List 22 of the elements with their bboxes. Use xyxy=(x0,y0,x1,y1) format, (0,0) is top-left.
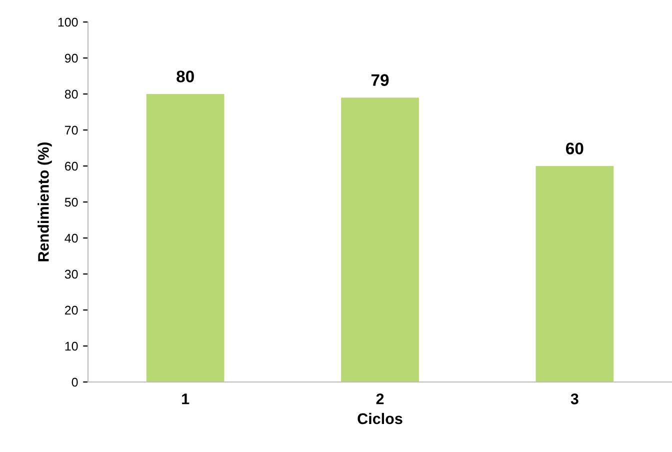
y-tick-label: 20 xyxy=(65,306,78,315)
y-tick-label: 80 xyxy=(64,90,78,99)
x-tick-label: 1 xyxy=(182,394,190,404)
data-label: 79 xyxy=(371,74,389,86)
y-tick-label: 10 xyxy=(65,342,78,351)
bar xyxy=(341,98,419,382)
y-tick-label: 30 xyxy=(64,270,78,279)
y-tick-label: 90 xyxy=(64,54,78,63)
y-axis-title: Rendimiento (%) xyxy=(38,142,52,262)
y-tick-label: 70 xyxy=(65,126,78,135)
y-tick-label: 50 xyxy=(64,198,78,207)
y-tick-label: 40 xyxy=(64,234,78,243)
y-tick-label: 60 xyxy=(65,162,78,171)
data-label: 60 xyxy=(566,142,584,154)
bar xyxy=(146,94,224,382)
x-tick-label: 2 xyxy=(376,394,384,404)
x-tick-label: 3 xyxy=(570,394,578,404)
data-label: 80 xyxy=(176,70,194,82)
bar xyxy=(536,166,614,382)
y-tick-label: 0 xyxy=(72,378,78,387)
y-tick-label: 100 xyxy=(58,18,78,27)
x-axis-title: Ciclos xyxy=(358,412,402,424)
